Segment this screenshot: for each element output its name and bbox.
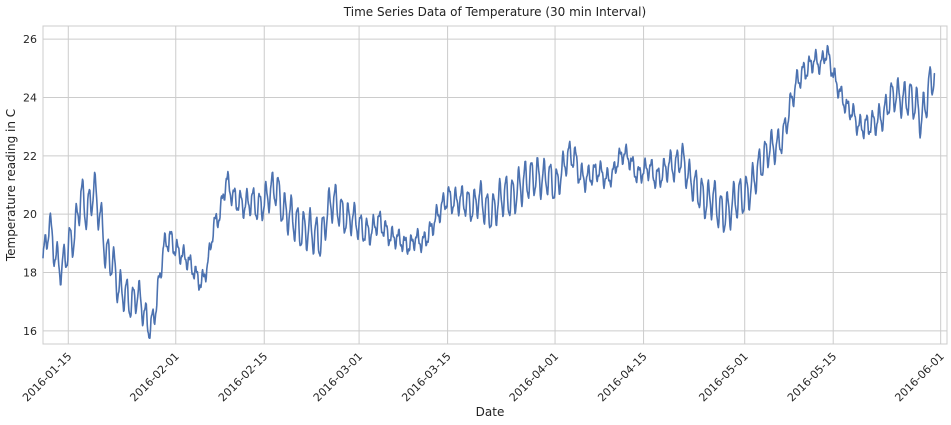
plot-frame [42, 25, 948, 345]
grid [43, 26, 947, 344]
y-axis-label: Temperature reading in C [4, 109, 18, 262]
y-tick-label: 18 [23, 267, 37, 280]
chart-title: Time Series Data of Temperature (30 min … [343, 5, 646, 19]
x-tick-label: 2016-01-15 [20, 350, 74, 404]
y-tick-label: 26 [23, 33, 37, 46]
x-tick-label: 2016-04-01 [507, 350, 561, 404]
x-tick-label: 2016-02-15 [216, 350, 270, 404]
x-tick-label: 2016-03-15 [399, 350, 453, 404]
x-tick-labels: 2016-01-15 2016-02-01 2016-02-15 2016-03-01… [20, 350, 947, 404]
x-axis-label: Date [476, 405, 505, 419]
x-tick-label: 2016-02-01 [127, 350, 181, 404]
y-tick-labels: 16 18 20 22 24 26 [23, 33, 37, 338]
y-tick-label: 22 [23, 150, 37, 163]
y-tick-label: 16 [23, 325, 37, 338]
x-tick-label: 2016-04-15 [595, 350, 649, 404]
x-tick-label: 2016-05-15 [785, 350, 839, 404]
series-layer [42, 44, 936, 339]
x-tick-label: 2016-05-01 [696, 350, 750, 404]
y-tick-label: 24 [23, 91, 37, 104]
x-tick-label: 2016-03-01 [311, 350, 365, 404]
y-tick-label: 20 [23, 208, 37, 221]
x-tick-label: 2016-06-01 [892, 350, 946, 404]
temperature-series-line [42, 44, 936, 339]
